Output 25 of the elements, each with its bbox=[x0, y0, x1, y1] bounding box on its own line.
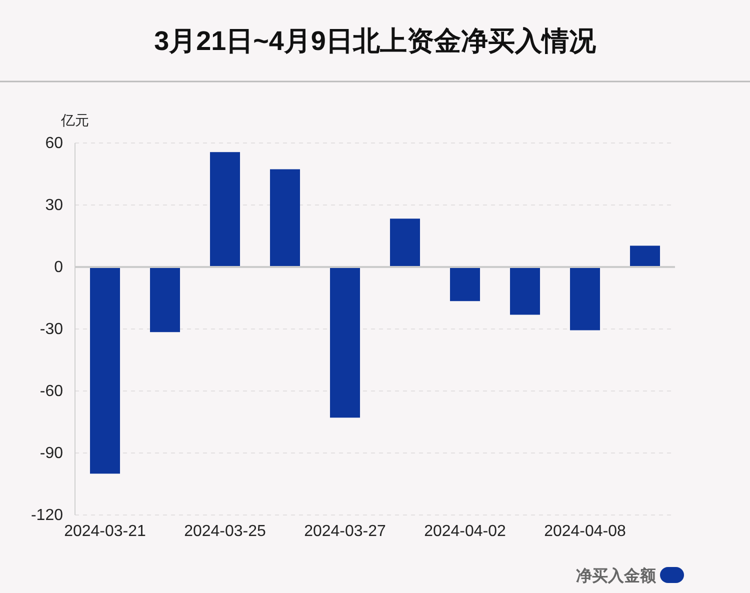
y-tick-label: 30 bbox=[45, 197, 64, 214]
bar bbox=[390, 218, 420, 267]
y-tick-label: -30 bbox=[40, 321, 64, 338]
y-tick-label: 0 bbox=[54, 259, 64, 276]
bar bbox=[90, 267, 120, 474]
x-tick-label: 2024-04-02 bbox=[424, 523, 506, 540]
bar bbox=[330, 267, 360, 418]
bar bbox=[210, 152, 240, 267]
y-axis-title: 亿元 bbox=[60, 112, 89, 128]
y-tick-label: -90 bbox=[40, 445, 64, 462]
x-tick-label: 2024-03-27 bbox=[304, 523, 386, 540]
bar bbox=[270, 169, 300, 267]
x-tick-label: 2024-04-08 bbox=[544, 523, 626, 540]
bar bbox=[510, 267, 540, 315]
bar bbox=[570, 267, 600, 330]
x-tick-label: 2024-03-21 bbox=[64, 523, 146, 540]
x-tick-label: 2024-03-25 bbox=[184, 523, 266, 540]
chart-title: 3月21日~4月9日北上资金净买入情况 bbox=[154, 26, 597, 56]
y-tick-label: -60 bbox=[40, 383, 64, 400]
bar bbox=[150, 267, 180, 332]
y-tick-label: 60 bbox=[45, 135, 64, 152]
bar bbox=[450, 267, 480, 302]
y-tick-label: -120 bbox=[30, 507, 64, 524]
bar bbox=[630, 246, 660, 267]
legend-label: 净买入金额 bbox=[576, 567, 657, 585]
